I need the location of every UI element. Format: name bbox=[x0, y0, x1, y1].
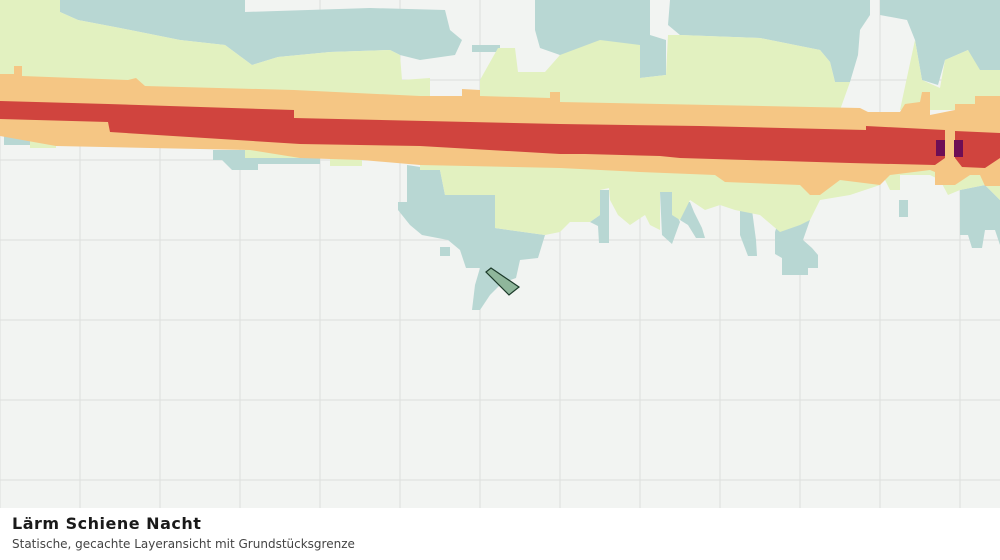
map-view bbox=[0, 0, 1000, 508]
caption: Lärm Schiene Nacht Statische, gecachte L… bbox=[0, 508, 1000, 560]
parcel-boundary bbox=[485, 267, 521, 296]
map-title: Lärm Schiene Nacht bbox=[12, 514, 202, 533]
noise-zone-low bbox=[4, 0, 1000, 310]
map-subtitle: Statische, gecachte Layeransicht mit Gru… bbox=[12, 537, 355, 551]
noise-zone-extreme bbox=[936, 140, 963, 157]
noise-zone-very-high bbox=[0, 101, 1000, 168]
